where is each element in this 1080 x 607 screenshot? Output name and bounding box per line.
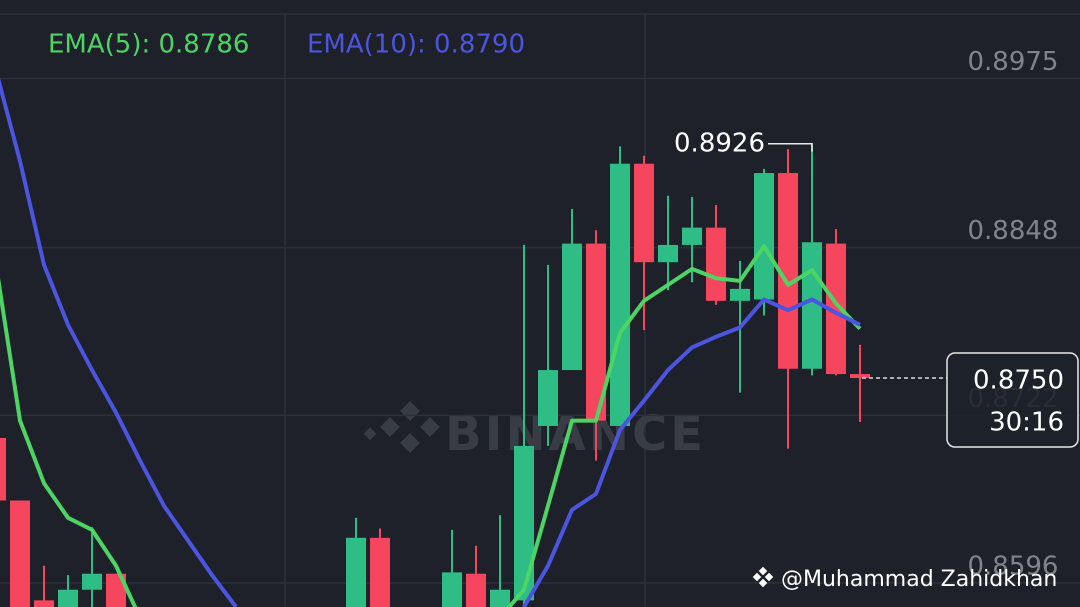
candle-body (106, 573, 126, 607)
candle-body (10, 500, 30, 607)
candle-body (658, 244, 678, 263)
current-price-label: 0.8750 (973, 366, 1064, 396)
candle-body (442, 572, 462, 607)
candle-body (466, 573, 486, 607)
candle-body (514, 445, 534, 601)
credit-logo (752, 566, 774, 588)
credit-logo-part (758, 578, 768, 588)
legend-entry: EMA(5): 0.8786 (48, 30, 249, 60)
ema-line (0, 244, 862, 607)
credit: @Muhammad Zahidkhan (781, 567, 1057, 592)
countdown: 30:16 (989, 408, 1064, 438)
current-price-box (946, 352, 1079, 448)
candle-body (634, 163, 654, 263)
candle-body (490, 589, 510, 607)
candle-body (0, 437, 6, 501)
candle-body (754, 173, 774, 300)
candle-body (778, 173, 798, 369)
candle-body (850, 374, 870, 379)
ema-line (0, 77, 861, 607)
candle-body (82, 573, 102, 590)
high-marker-line (768, 143, 813, 152)
candle-body (682, 227, 702, 245)
candle-body (586, 243, 606, 421)
candle-body (538, 370, 558, 426)
candle-body (34, 600, 54, 607)
credit-logo-part (758, 566, 768, 576)
candle-body (370, 537, 390, 607)
candle-body (706, 227, 726, 301)
y-tick-label: 0.8848 (968, 216, 1059, 246)
candle-body (826, 243, 846, 375)
candle-body (562, 243, 582, 371)
legend-entry: EMA(10): 0.8790 (307, 30, 525, 60)
credit-logo-part (764, 572, 774, 582)
credit-logo-part (752, 572, 762, 582)
candle-body (730, 288, 750, 301)
y-tick-label: 0.8596 (968, 552, 1059, 582)
high-marker-label: 0.8926 (674, 128, 765, 158)
watermark: BINANCE (445, 406, 706, 462)
candle-body (58, 589, 78, 607)
candle-body (346, 537, 366, 607)
y-tick-label: 0.8975 (968, 47, 1059, 77)
candle-body (610, 163, 630, 426)
